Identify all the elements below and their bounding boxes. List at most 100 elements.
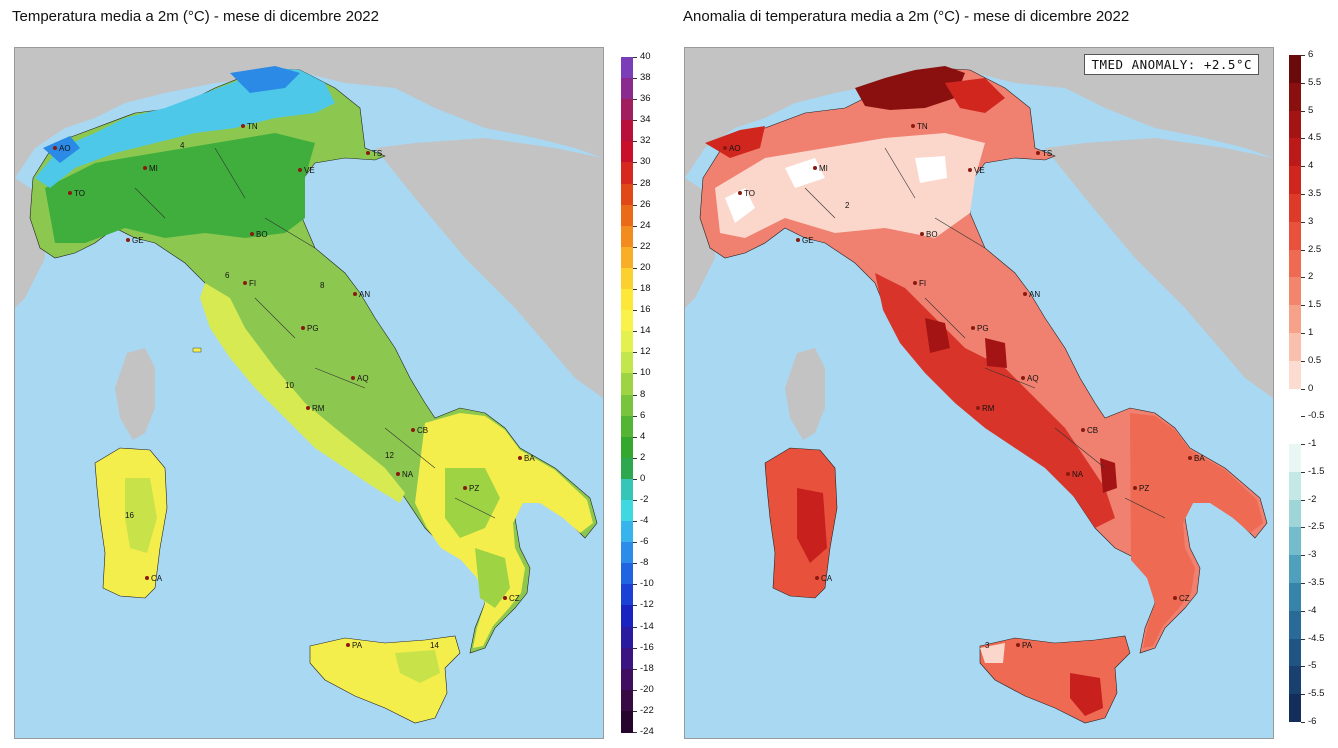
anomaly-city-dot-ge xyxy=(796,238,800,242)
anomaly-colorbar-tickmark xyxy=(1301,55,1305,56)
temperature-city-label-to: TO xyxy=(74,189,85,198)
anomaly-colorbar-tick-label: 0.5 xyxy=(1308,354,1322,366)
anomaly-colorbar-segment xyxy=(1289,610,1301,640)
temperature-colorbar-tick-label: 2 xyxy=(640,451,646,463)
temperature-colorbar-tickmark xyxy=(633,267,637,269)
anomaly-colorbar-segment xyxy=(1289,221,1301,251)
temperature-city-dot-fi xyxy=(243,281,247,285)
sicily-core xyxy=(1070,673,1103,716)
anomaly-colorbar-segment xyxy=(1289,360,1301,389)
temperature-city-label-ca: CA xyxy=(151,574,163,583)
temperature-colorbar-tick-label: -18 xyxy=(640,662,654,674)
temperature-colorbar-segment xyxy=(621,689,633,712)
temperature-city-dot-ba xyxy=(518,456,522,460)
temperature-colorbar-segment xyxy=(621,373,633,395)
temperature-colorbar-tick-label: -4 xyxy=(640,515,649,527)
anomaly-colorbar-tickmark xyxy=(1301,722,1305,723)
temperature-colorbar-tickmark xyxy=(633,563,637,565)
temperature-city-label-fi: FI xyxy=(249,279,256,288)
temperature-city-label-rm: RM xyxy=(312,404,325,413)
anomaly-colorbar-tick-label: -1.5 xyxy=(1308,465,1325,477)
temperature-colorbar-segment xyxy=(621,394,633,417)
anomaly-city-label-aq: AQ xyxy=(1027,374,1039,383)
anomaly-colorbar-tickmark xyxy=(1301,555,1305,557)
anomaly-city-label-cz: CZ xyxy=(1179,594,1190,603)
temperature-city-dot-an xyxy=(353,292,357,296)
temperature-city-dot-ve xyxy=(298,168,302,172)
temperature-colorbar-tick-label: 20 xyxy=(640,261,651,273)
anomaly-colorbar-tick-label: -4.5 xyxy=(1308,632,1325,644)
temperature-colorbar-tickmark xyxy=(633,57,637,58)
temperature-colorbar-segment xyxy=(621,162,633,185)
temperature-colorbar-segment xyxy=(621,310,633,332)
temperature-colorbar-tickmark xyxy=(633,141,637,143)
anomaly-city-label-rm: RM xyxy=(982,404,995,413)
temperature-colorbar-segment xyxy=(621,626,633,649)
temperature-colorbar-tick-label: 38 xyxy=(640,72,651,84)
temperature-colorbar-tick-label: 14 xyxy=(640,325,651,337)
temperature-colorbar-tickmark xyxy=(633,120,637,122)
anomaly-colorbar-tick-label: 1.5 xyxy=(1308,299,1322,311)
temperature-colorbar-tick-label: 22 xyxy=(640,240,651,252)
anomaly-city-dot-ts xyxy=(1036,151,1040,155)
anomaly-colorbar-segment xyxy=(1289,388,1301,417)
temperature-city-label-tn: TN xyxy=(247,122,258,131)
temperature-city-dot-mi xyxy=(143,166,147,170)
anomaly-colorbar-tick-label: -4 xyxy=(1308,604,1317,616)
temperature-colorbar-tickmark xyxy=(633,499,637,501)
temperature-colorbar-segment xyxy=(621,246,633,269)
anomaly-colorbar-tickmark xyxy=(1301,471,1305,473)
temperature-colorbar-tickmark xyxy=(633,668,637,670)
temperature-colorbar-tick-label: 40 xyxy=(640,51,651,62)
anomaly-colorbar-segment xyxy=(1289,694,1301,723)
anomaly-city-label-pz: PZ xyxy=(1139,484,1149,493)
anomaly-city-dot-pg xyxy=(971,326,975,330)
anomaly-city-dot-aq xyxy=(1021,376,1025,380)
anomaly-city-dot-to xyxy=(738,191,742,195)
temperature-colorbar-segment xyxy=(621,478,633,501)
temperature-colorbar-tickmark xyxy=(633,689,637,691)
anomaly-colorbar-tickmark xyxy=(1301,277,1305,279)
temperature-colorbar-tick-label: -12 xyxy=(640,599,654,611)
temperature-colorbar-segment xyxy=(621,415,633,438)
anomaly-colorbar-segment xyxy=(1289,332,1301,362)
anomaly-city-label-ca: CA xyxy=(821,574,833,583)
temperature-colorbar-tick-label: -14 xyxy=(640,620,654,632)
anomaly-colorbar-tickmark xyxy=(1301,499,1305,501)
left-map-title: Temperatura media a 2m (°C) - mese di di… xyxy=(12,8,379,25)
right-city-markers: AO TO MI TN VE TS GE BO FI AN PG AQ RM CB NA BA PZ CZ CA PA… xyxy=(723,122,1205,650)
temperature-colorbar-tickmark xyxy=(633,478,637,480)
anomaly-colorbar-segment xyxy=(1289,499,1301,528)
anomaly-city-label-bo: BO xyxy=(926,230,938,239)
temperature-colorbar-tickmark xyxy=(633,394,637,396)
foreign-land-north xyxy=(685,48,1273,178)
temperature-contour-label: 8 xyxy=(320,281,325,290)
temperature-colorbar-tickmark xyxy=(633,162,637,164)
temperature-colorbar-segment xyxy=(621,521,633,543)
temperature-city-dot-cz xyxy=(503,596,507,600)
anomaly-city-dot-ca xyxy=(815,576,819,580)
anomaly-colorbar-tick-label: 6 xyxy=(1308,49,1314,60)
anomaly-colorbar-tickmark xyxy=(1301,694,1305,696)
anomaly-city-label-cb: CB xyxy=(1087,426,1098,435)
anomaly-colorbar-segment xyxy=(1289,666,1301,695)
temperature-contour-label: 4 xyxy=(180,141,185,150)
anomaly-colorbar-segment xyxy=(1289,82,1301,112)
temperature-colorbar-segment xyxy=(621,563,633,585)
anomaly-colorbar-tickmark xyxy=(1301,305,1305,307)
anomaly-colorbar-tickmark xyxy=(1301,360,1305,362)
temperature-colorbar-tick-label: -6 xyxy=(640,536,649,548)
temperature-colorbar-tickmark xyxy=(633,626,637,628)
anomaly-colorbar-segment xyxy=(1289,305,1301,334)
temperature-colorbar-segment xyxy=(621,605,633,628)
anomaly-colorbar-tick-label: -6 xyxy=(1308,716,1317,727)
temperature-city-label-bo: BO xyxy=(256,230,268,239)
anomaly-colorbar-segment xyxy=(1289,249,1301,278)
anomaly-city-label-mi: MI xyxy=(819,164,828,173)
anomaly-city-dot-ba xyxy=(1188,456,1192,460)
anomaly-city-label-ts: TS xyxy=(1042,149,1052,158)
temperature-colorbar-tick-label: 28 xyxy=(640,177,651,189)
temperature-contour-label: 6 xyxy=(225,271,230,280)
temperature-colorbar-tick-label: 18 xyxy=(640,283,651,295)
temperature-colorbar-segment xyxy=(621,99,633,121)
